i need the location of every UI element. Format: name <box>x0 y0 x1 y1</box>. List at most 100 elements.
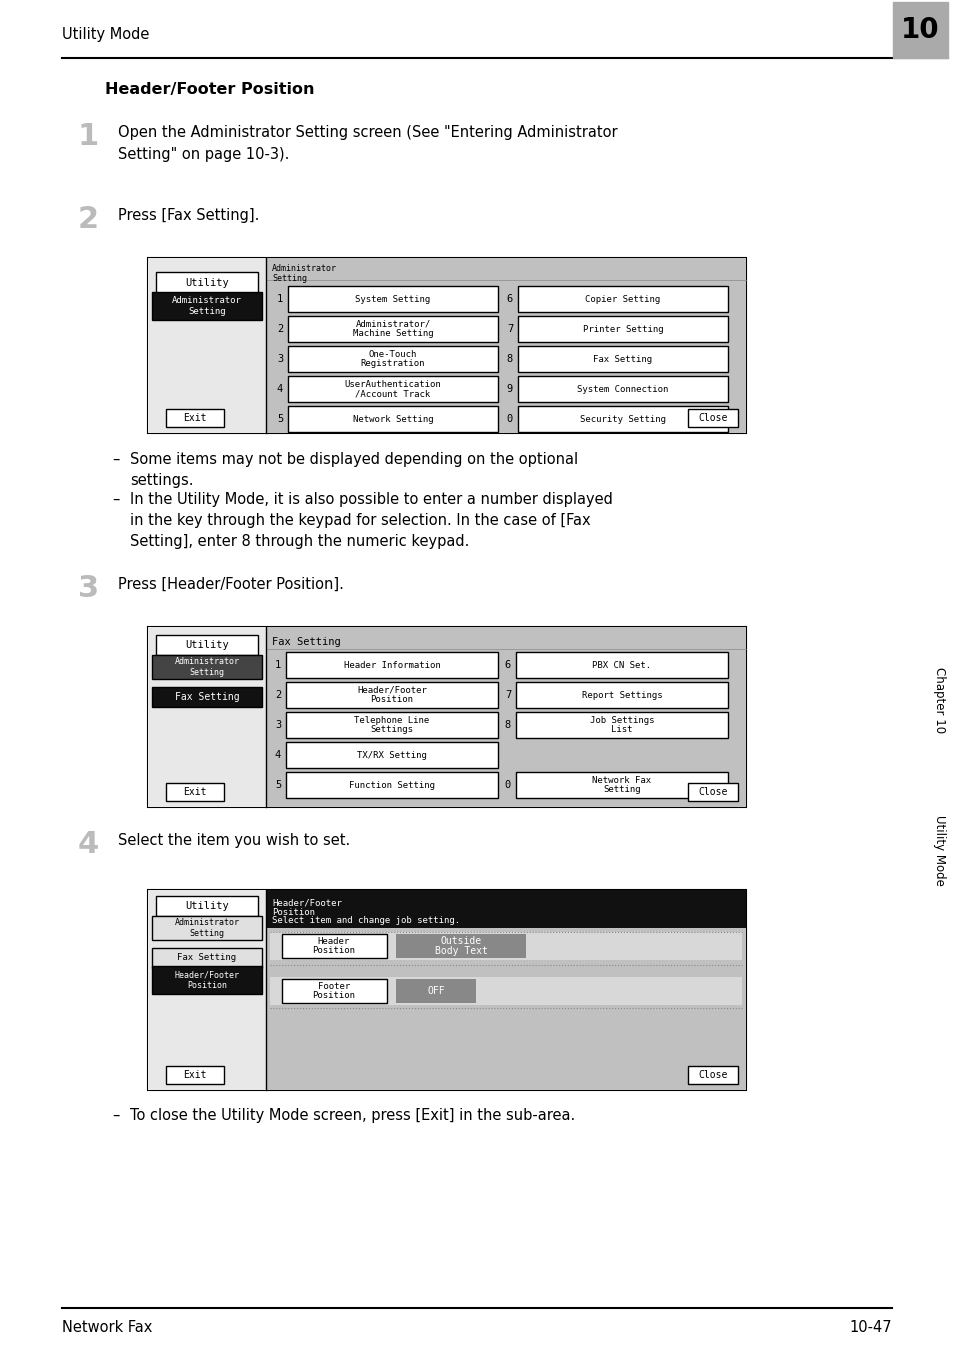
Text: Administrator/
Machine Setting: Administrator/ Machine Setting <box>353 319 433 338</box>
Bar <box>266 258 745 433</box>
Text: Fax Setting: Fax Setting <box>272 637 340 648</box>
Text: Utility: Utility <box>185 639 229 650</box>
Text: Network Setting: Network Setting <box>353 415 433 423</box>
Text: One-Touch
Registration: One-Touch Registration <box>360 350 425 368</box>
Text: Select the item you wish to set.: Select the item you wish to set. <box>118 833 350 848</box>
Bar <box>395 979 476 1003</box>
Text: –: – <box>112 492 119 507</box>
Text: Close: Close <box>698 1069 727 1080</box>
Text: Chapter 10: Chapter 10 <box>933 667 945 733</box>
Bar <box>516 652 727 677</box>
Text: Press [Fax Setting].: Press [Fax Setting]. <box>118 208 259 223</box>
Text: Exit: Exit <box>183 787 207 796</box>
Bar <box>148 258 266 433</box>
Bar <box>288 346 497 372</box>
Text: 7: 7 <box>506 324 513 334</box>
Bar <box>395 934 525 959</box>
Text: System Setting: System Setting <box>355 295 430 303</box>
Bar <box>152 654 262 679</box>
Bar <box>282 934 387 959</box>
Text: 1: 1 <box>274 660 281 671</box>
Bar <box>687 410 738 427</box>
Text: OFF: OFF <box>427 986 444 996</box>
Bar <box>266 927 745 1090</box>
Text: 5: 5 <box>276 414 283 425</box>
Text: Some items may not be displayed depending on the optional
settings.: Some items may not be displayed dependin… <box>130 452 578 488</box>
Text: Printer Setting: Printer Setting <box>582 324 662 334</box>
Text: Network Fax: Network Fax <box>62 1321 152 1336</box>
Text: Header/Footer Position: Header/Footer Position <box>105 82 314 97</box>
Text: Header/Footer
Position: Header/Footer Position <box>272 898 341 918</box>
Bar <box>288 406 497 433</box>
Text: In the Utility Mode, it is also possible to enter a number displayed
in the key : In the Utility Mode, it is also possible… <box>130 492 612 549</box>
Bar <box>516 681 727 708</box>
Text: Exit: Exit <box>183 1069 207 1080</box>
Text: 3: 3 <box>78 575 99 603</box>
Text: 4: 4 <box>78 830 99 859</box>
Text: 4: 4 <box>274 750 281 760</box>
Text: Header/Footer
Position: Header/Footer Position <box>356 685 427 704</box>
Bar <box>286 772 497 798</box>
Text: 1: 1 <box>78 122 99 151</box>
Bar <box>266 890 745 927</box>
Bar <box>148 890 745 1090</box>
Text: Fax Setting: Fax Setting <box>593 354 652 364</box>
Text: Open the Administrator Setting screen (See "Entering Administrator
Setting" on p: Open the Administrator Setting screen (S… <box>118 124 617 162</box>
Bar <box>148 627 745 807</box>
Bar <box>148 627 266 807</box>
Bar <box>517 287 727 312</box>
Text: 1: 1 <box>276 293 283 304</box>
Text: 8: 8 <box>506 354 513 364</box>
Text: Close: Close <box>698 412 727 423</box>
Bar <box>270 932 741 960</box>
Bar <box>517 316 727 342</box>
Bar <box>687 783 738 800</box>
Text: 3: 3 <box>274 721 281 730</box>
Text: To close the Utility Mode screen, press [Exit] in the sub-area.: To close the Utility Mode screen, press … <box>130 1109 575 1124</box>
Bar <box>156 272 257 293</box>
Bar <box>266 627 745 807</box>
Text: Network Fax
Setting: Network Fax Setting <box>592 776 651 795</box>
Text: 4: 4 <box>276 384 283 393</box>
Text: 6: 6 <box>504 660 511 671</box>
Text: Fax Setting: Fax Setting <box>174 692 239 702</box>
Text: Close: Close <box>698 787 727 796</box>
Text: 8: 8 <box>504 721 511 730</box>
Text: 2: 2 <box>78 206 99 234</box>
Text: Administrator
Setting: Administrator Setting <box>172 296 242 316</box>
Text: 5: 5 <box>274 780 281 790</box>
Bar <box>156 896 257 917</box>
Bar <box>152 687 262 707</box>
Text: System Connection: System Connection <box>577 384 668 393</box>
Text: Administrator
Setting: Administrator Setting <box>174 918 239 938</box>
Text: 2: 2 <box>276 324 283 334</box>
Text: Administrator
Setting: Administrator Setting <box>272 264 336 283</box>
Bar <box>286 742 497 768</box>
Text: Footer
Position: Footer Position <box>313 982 355 1000</box>
Bar <box>286 681 497 708</box>
Bar <box>148 258 745 433</box>
Text: Utility Mode: Utility Mode <box>62 27 150 42</box>
Text: TX/RX Setting: TX/RX Setting <box>356 750 427 760</box>
Text: Utility: Utility <box>185 279 229 288</box>
Text: Administrator
Setting: Administrator Setting <box>174 657 239 677</box>
Text: Exit: Exit <box>183 412 207 423</box>
Bar <box>288 376 497 402</box>
Bar <box>517 406 727 433</box>
Text: Telephone Line
Settings: Telephone Line Settings <box>354 715 429 734</box>
Text: Select item and change job setting.: Select item and change job setting. <box>272 917 459 925</box>
Text: 10: 10 <box>900 16 939 45</box>
Bar <box>288 316 497 342</box>
Text: Security Setting: Security Setting <box>579 415 665 423</box>
Text: 0: 0 <box>506 414 513 425</box>
Bar <box>166 783 224 800</box>
Text: UserAuthentication
/Account Track: UserAuthentication /Account Track <box>344 380 441 399</box>
Bar <box>687 1065 738 1084</box>
Text: Copier Setting: Copier Setting <box>585 295 659 303</box>
Text: Utility Mode: Utility Mode <box>933 814 945 886</box>
Text: 3: 3 <box>276 354 283 364</box>
Text: –: – <box>112 452 119 466</box>
Text: 10-47: 10-47 <box>848 1321 891 1336</box>
Text: PBX CN Set.: PBX CN Set. <box>592 661 651 669</box>
Bar <box>288 287 497 312</box>
